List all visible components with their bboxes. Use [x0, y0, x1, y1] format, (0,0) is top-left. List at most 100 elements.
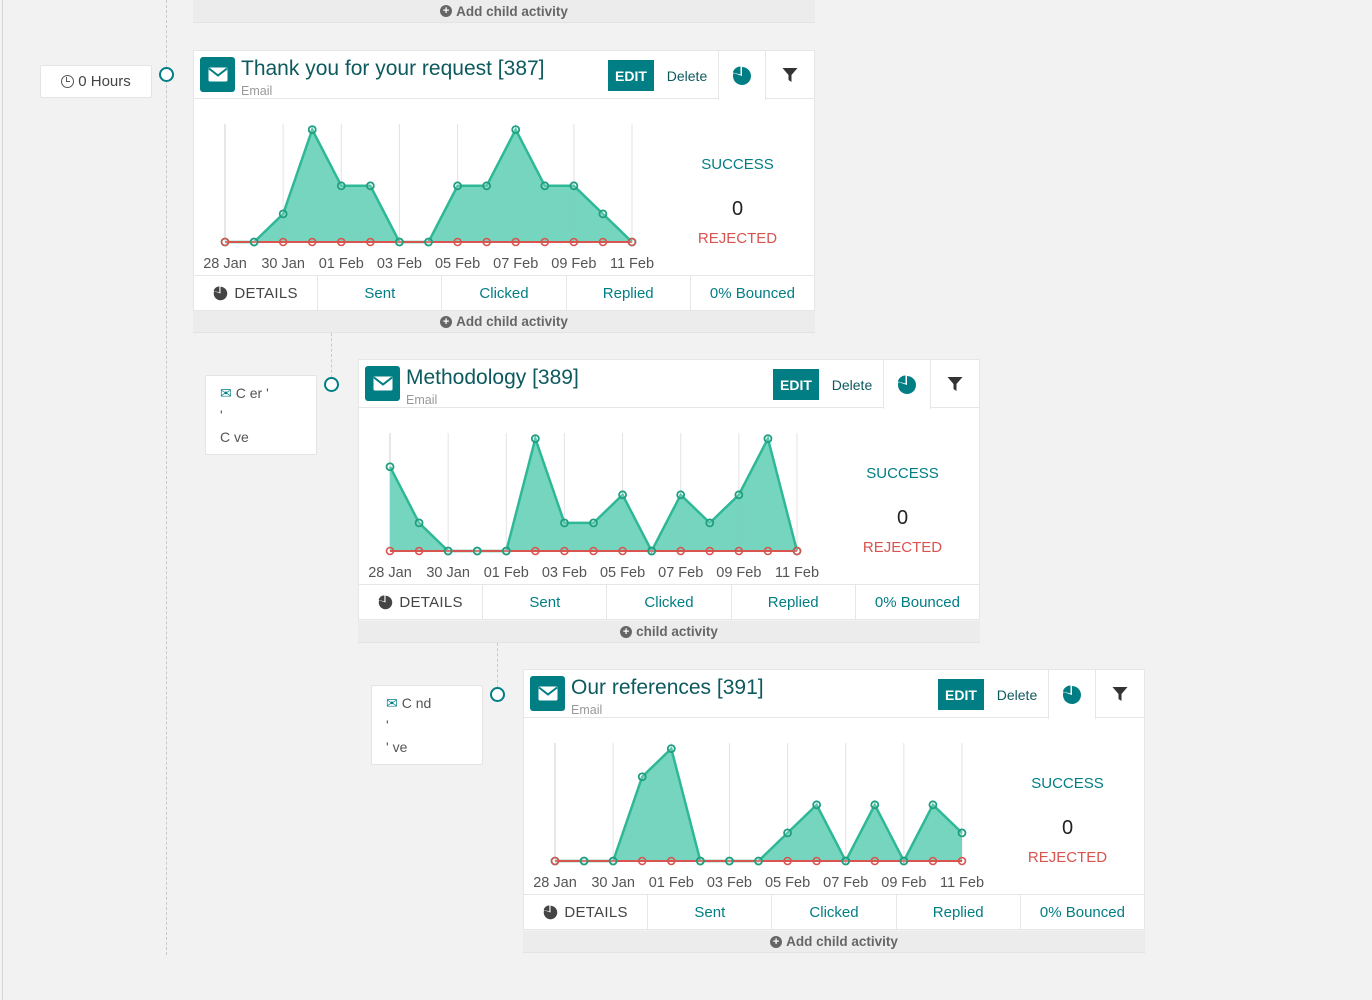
success-point — [666, 744, 676, 754]
clicked-stat[interactable]: Clicked — [442, 276, 567, 310]
add-child-activity-button[interactable]: + Add child activity — [193, 311, 815, 333]
details-button[interactable]: DETAILS — [524, 895, 649, 929]
success-point — [870, 800, 880, 810]
success-point — [957, 828, 967, 838]
rejected-point — [870, 856, 880, 866]
trigger-interval[interactable]: ✉ C nd ' ' ve — [371, 685, 483, 765]
details-button[interactable]: DETAILS — [194, 276, 319, 310]
success-point — [763, 434, 773, 444]
envelope-open-icon: ✉ — [220, 385, 232, 401]
success-line — [555, 746, 963, 864]
activity-card: Our references [391] Email EDIT Delete 2… — [523, 669, 1145, 930]
x-tick-label: 30 Jan — [591, 875, 635, 891]
sent-stat[interactable]: Sent — [483, 585, 608, 619]
rejected-point — [647, 546, 656, 556]
filter-tab[interactable] — [931, 360, 979, 408]
timeline-node — [490, 687, 505, 702]
success-area — [555, 748, 962, 861]
rejected-point — [501, 546, 511, 556]
envelope-open-icon: ✉ — [386, 695, 398, 711]
rejected-value: 0 — [1061, 817, 1074, 839]
clock-icon — [61, 75, 75, 88]
timeline-node — [159, 67, 174, 82]
add-child-activity-button[interactable]: + child activity — [358, 621, 980, 643]
envelope-icon — [200, 57, 235, 92]
add-child-label: Add child activity — [786, 934, 898, 949]
graph-tab[interactable] — [1048, 670, 1096, 719]
graph-tab[interactable] — [883, 360, 931, 409]
sent-stat[interactable]: Sent — [648, 895, 773, 929]
bounced-stat[interactable]: 0% Bounced — [709, 284, 795, 302]
success-point — [530, 434, 540, 444]
rejected-point — [696, 856, 705, 866]
edit-button[interactable]: EDIT — [938, 679, 984, 710]
delete-button[interactable]: Delete — [996, 686, 1038, 703]
rejected-point — [424, 237, 433, 247]
filter-tab[interactable] — [1096, 670, 1144, 718]
bounced-stat[interactable]: 0% Bounced — [874, 593, 960, 611]
rejected-label[interactable]: REJECTED — [1027, 849, 1108, 866]
success-point — [598, 209, 608, 219]
trigger-label: 0 Hours — [78, 73, 131, 90]
rejected-point — [928, 856, 938, 866]
rejected-label[interactable]: REJECTED — [862, 539, 943, 556]
plus-circle-icon: + — [440, 5, 453, 17]
success-point — [385, 462, 395, 472]
replied-stat[interactable]: Replied — [567, 276, 691, 310]
x-tick-label: 03 Feb — [707, 875, 752, 891]
x-tick-label: 07 Feb — [658, 565, 703, 581]
success-point — [540, 181, 550, 191]
add-child-activity-button[interactable]: + Add child activity — [523, 931, 1145, 953]
success-label[interactable]: SUCCESS — [866, 465, 939, 482]
card-body: 28 Jan 30 Jan 01 Feb 03 Feb 05 Feb 07 Feb 09 F… — [524, 718, 1144, 895]
card-header: Methodology [389] Email EDIT Delete — [359, 360, 979, 409]
trigger-interval[interactable]: ✉ C er ' ' C ve — [205, 375, 317, 455]
activity-card: Methodology [389] Email EDIT Delete 28 J… — [358, 359, 980, 620]
x-tick-label: 05 Feb — [765, 875, 810, 891]
rejected-label[interactable]: REJECTED — [697, 230, 778, 247]
bounced-stat[interactable]: 0% Bounced — [1039, 903, 1125, 921]
sent-stat[interactable]: Sent — [318, 276, 443, 310]
success-point — [734, 490, 744, 500]
success-point — [453, 181, 462, 191]
rejected-point — [666, 856, 676, 866]
success-point — [705, 518, 715, 528]
trigger-line: C er ' — [235, 385, 269, 401]
add-child-activity-button[interactable]: + Add child activity — [193, 0, 815, 23]
trigger-interval[interactable]: 0 Hours — [40, 65, 152, 98]
rejected-point — [957, 856, 967, 866]
edit-button[interactable]: EDIT — [608, 60, 654, 91]
x-tick-label: 05 Feb — [435, 256, 480, 272]
rejected-point — [385, 546, 395, 556]
rejected-point — [220, 237, 230, 247]
activity-title[interactable]: Thank you for your request [387] — [241, 57, 545, 80]
delete-button[interactable]: Delete — [666, 67, 708, 84]
x-tick-label: 01 Feb — [319, 256, 364, 272]
success-point — [560, 518, 569, 528]
clicked-stat[interactable]: Clicked — [607, 585, 732, 619]
replied-stat[interactable]: Replied — [732, 585, 856, 619]
timeline-node — [324, 377, 339, 392]
graph-tab[interactable] — [718, 51, 766, 100]
timeline-connector — [331, 333, 332, 378]
filter-tab[interactable] — [766, 51, 814, 99]
card-footer: DETAILS Sent Clicked Replied 0% Bounced — [524, 895, 1144, 929]
replied-stat[interactable]: Replied — [897, 895, 1021, 929]
success-label[interactable]: SUCCESS — [1031, 775, 1104, 792]
rejected-point — [763, 546, 773, 556]
delete-button[interactable]: Delete — [831, 376, 873, 393]
success-label[interactable]: SUCCESS — [701, 156, 774, 173]
stats-panel: SUCCESS 0 REJECTED — [674, 99, 801, 276]
activity-title[interactable]: Methodology [389] — [406, 366, 579, 389]
rejected-point — [395, 237, 404, 247]
trigger-line: ' — [386, 717, 389, 733]
x-tick-label: 09 Feb — [551, 256, 596, 272]
clicked-stat[interactable]: Clicked — [772, 895, 897, 929]
x-tick-label: 28 Jan — [203, 256, 247, 272]
details-button[interactable]: DETAILS — [359, 585, 484, 619]
edit-button[interactable]: EDIT — [773, 369, 819, 400]
details-label: DETAILS — [564, 903, 628, 921]
success-point — [511, 125, 521, 135]
timeline-connector — [497, 643, 498, 688]
activity-title[interactable]: Our references [391] — [571, 676, 764, 699]
